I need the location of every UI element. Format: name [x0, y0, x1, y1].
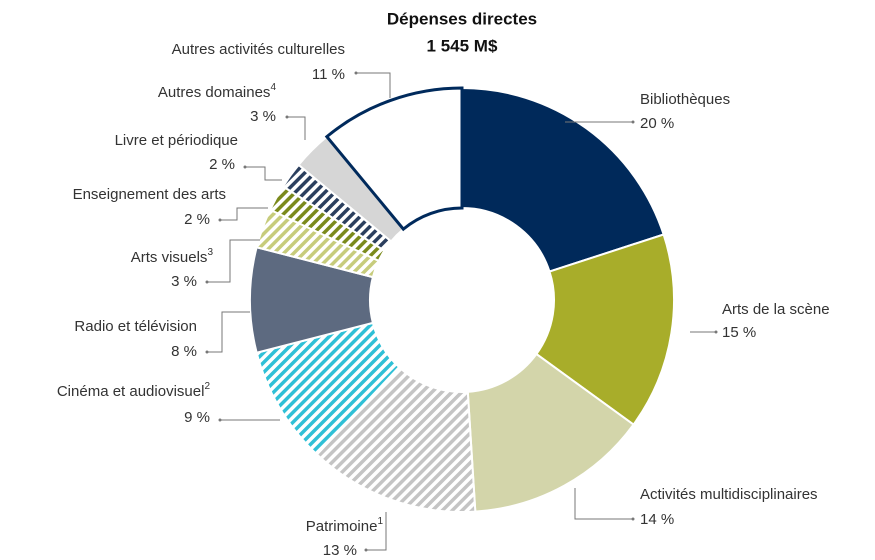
category-name: Cinéma et audiovisuel [57, 383, 205, 400]
value-label: 2 % [209, 156, 235, 173]
footnote-mark: 1 [377, 516, 383, 527]
value-label: 20 % [640, 115, 674, 132]
value-label: 14 % [640, 511, 674, 528]
value-label: 13 % [323, 542, 357, 559]
value-label: 9 % [184, 409, 210, 426]
leader-line [220, 207, 268, 221]
category-name: Bibliothèques [640, 91, 730, 108]
chart-title: Dépenses directes [387, 9, 537, 28]
leader-dot [205, 350, 209, 354]
leader-dot [205, 280, 209, 284]
leader-line [574, 488, 633, 520]
category-name: Autres domaines [158, 84, 271, 101]
value-label: 2 % [184, 211, 210, 228]
category-label: Cinéma et audiovisuel2 [57, 381, 211, 400]
value-label: 15 % [722, 324, 756, 341]
value-label: 8 % [171, 343, 197, 360]
leader-line [245, 166, 282, 181]
donut-slice [324, 86, 464, 232]
chart-subtitle: 1 545 M$ [427, 36, 498, 55]
category-label: Bibliothèques [640, 91, 730, 108]
value-label: 11 % [312, 66, 345, 83]
category-label: Activités multidisciplinaires [640, 486, 818, 503]
category-label: Autres domaines4 [158, 82, 277, 101]
value-label: 3 % [250, 108, 276, 125]
category-name: Arts visuels [131, 249, 208, 266]
leader-dot [714, 330, 718, 334]
footnote-mark: 4 [270, 82, 276, 93]
leader-dot [285, 115, 289, 119]
leader-dot [631, 120, 635, 124]
leader-dot [354, 71, 358, 75]
leader-line [356, 72, 391, 98]
category-label: Livre et périodique [115, 132, 238, 149]
leader-line [287, 116, 306, 140]
category-name: Activités multidisciplinaires [640, 486, 818, 503]
donut-slice [535, 233, 675, 427]
leader-line [207, 239, 260, 283]
category-name: Radio et télévision [74, 318, 197, 335]
leader-dot [218, 218, 222, 222]
donut-slice [466, 352, 635, 513]
leader-line [207, 311, 250, 353]
category-name: Arts de la scène [722, 301, 830, 318]
category-label: Autres activités culturelles [172, 41, 345, 58]
footnote-mark: 2 [204, 381, 210, 392]
donut-slice [315, 365, 477, 513]
value-label: 3 % [171, 273, 197, 290]
category-label: Arts de la scène [722, 301, 830, 318]
category-label: Arts visuels3 [131, 247, 214, 266]
category-name: Enseignement des arts [73, 186, 226, 203]
leader-dot [364, 548, 368, 552]
leader-dot [631, 517, 635, 521]
category-label: Radio et télévision [74, 318, 197, 335]
category-label: Patrimoine1 [306, 516, 384, 535]
donut-slice [461, 86, 665, 273]
category-name: Patrimoine [306, 518, 378, 535]
leader-dot [243, 165, 247, 169]
category-name: Autres activités culturelles [172, 41, 345, 58]
leader-line [366, 512, 387, 551]
footnote-mark: 3 [207, 247, 213, 258]
category-name: Livre et périodique [115, 132, 238, 149]
category-label: Enseignement des arts [73, 186, 226, 203]
leader-dot [218, 418, 222, 422]
